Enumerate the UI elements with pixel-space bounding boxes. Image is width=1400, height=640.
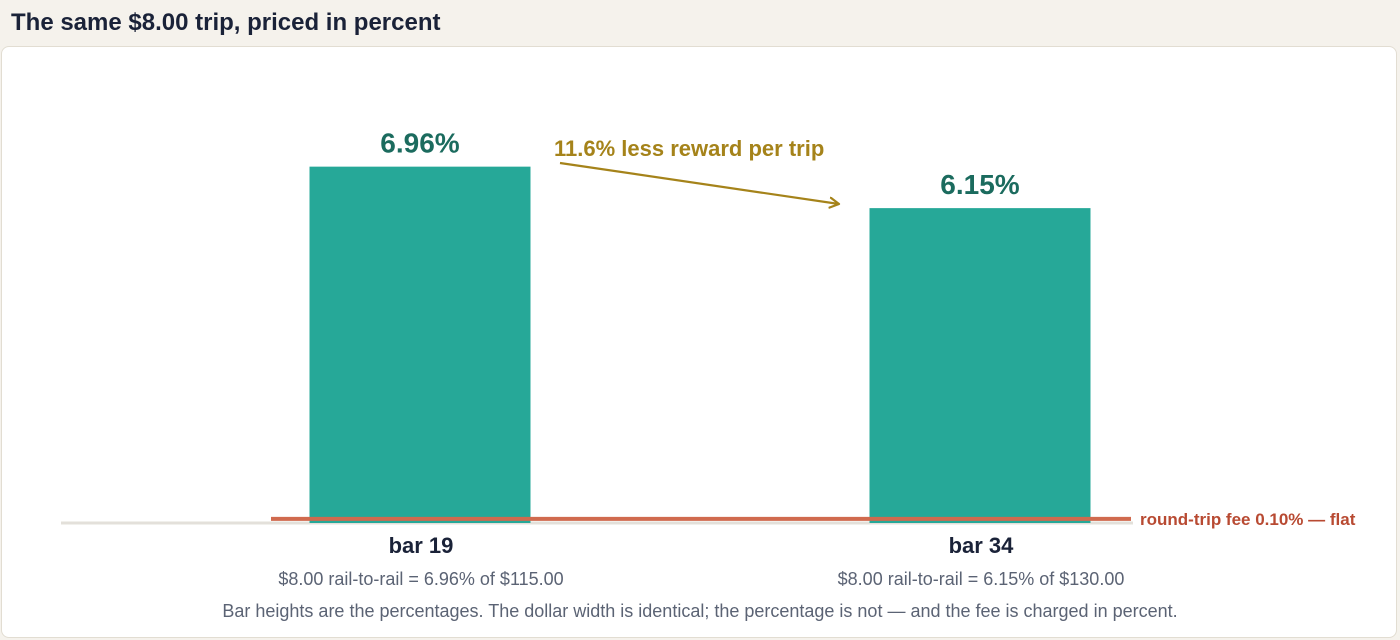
bar-chart: 6.96% bar 19 $8.00 rail-to-rail = 6.96% of… — [61, 128, 1356, 621]
value-label: 6.15% — [940, 169, 1019, 200]
bar — [309, 166, 531, 523]
category-label: bar 34 — [949, 533, 1015, 558]
bar — [869, 208, 1091, 523]
annotation-label: 11.6% less reward per trip — [554, 136, 824, 161]
bar-subtitle: $8.00 rail-to-rail = 6.96% of $115.00 — [278, 569, 563, 589]
value-label: 6.96% — [380, 128, 459, 159]
annotation-arrow — [559, 161, 839, 204]
bar-subtitle: $8.00 rail-to-rail = 6.15% of $130.00 — [838, 569, 1125, 589]
category-label: bar 19 — [389, 533, 454, 558]
chart-panel: 6.96% bar 19 $8.00 rail-to-rail = 6.96% of… — [1, 46, 1397, 638]
fee-label: round-trip fee 0.10% — flat — [1140, 510, 1356, 529]
chart-caption: Bar heights are the percentages. The dol… — [222, 601, 1177, 621]
page-title: The same $8.00 trip, priced in percent — [11, 9, 441, 36]
